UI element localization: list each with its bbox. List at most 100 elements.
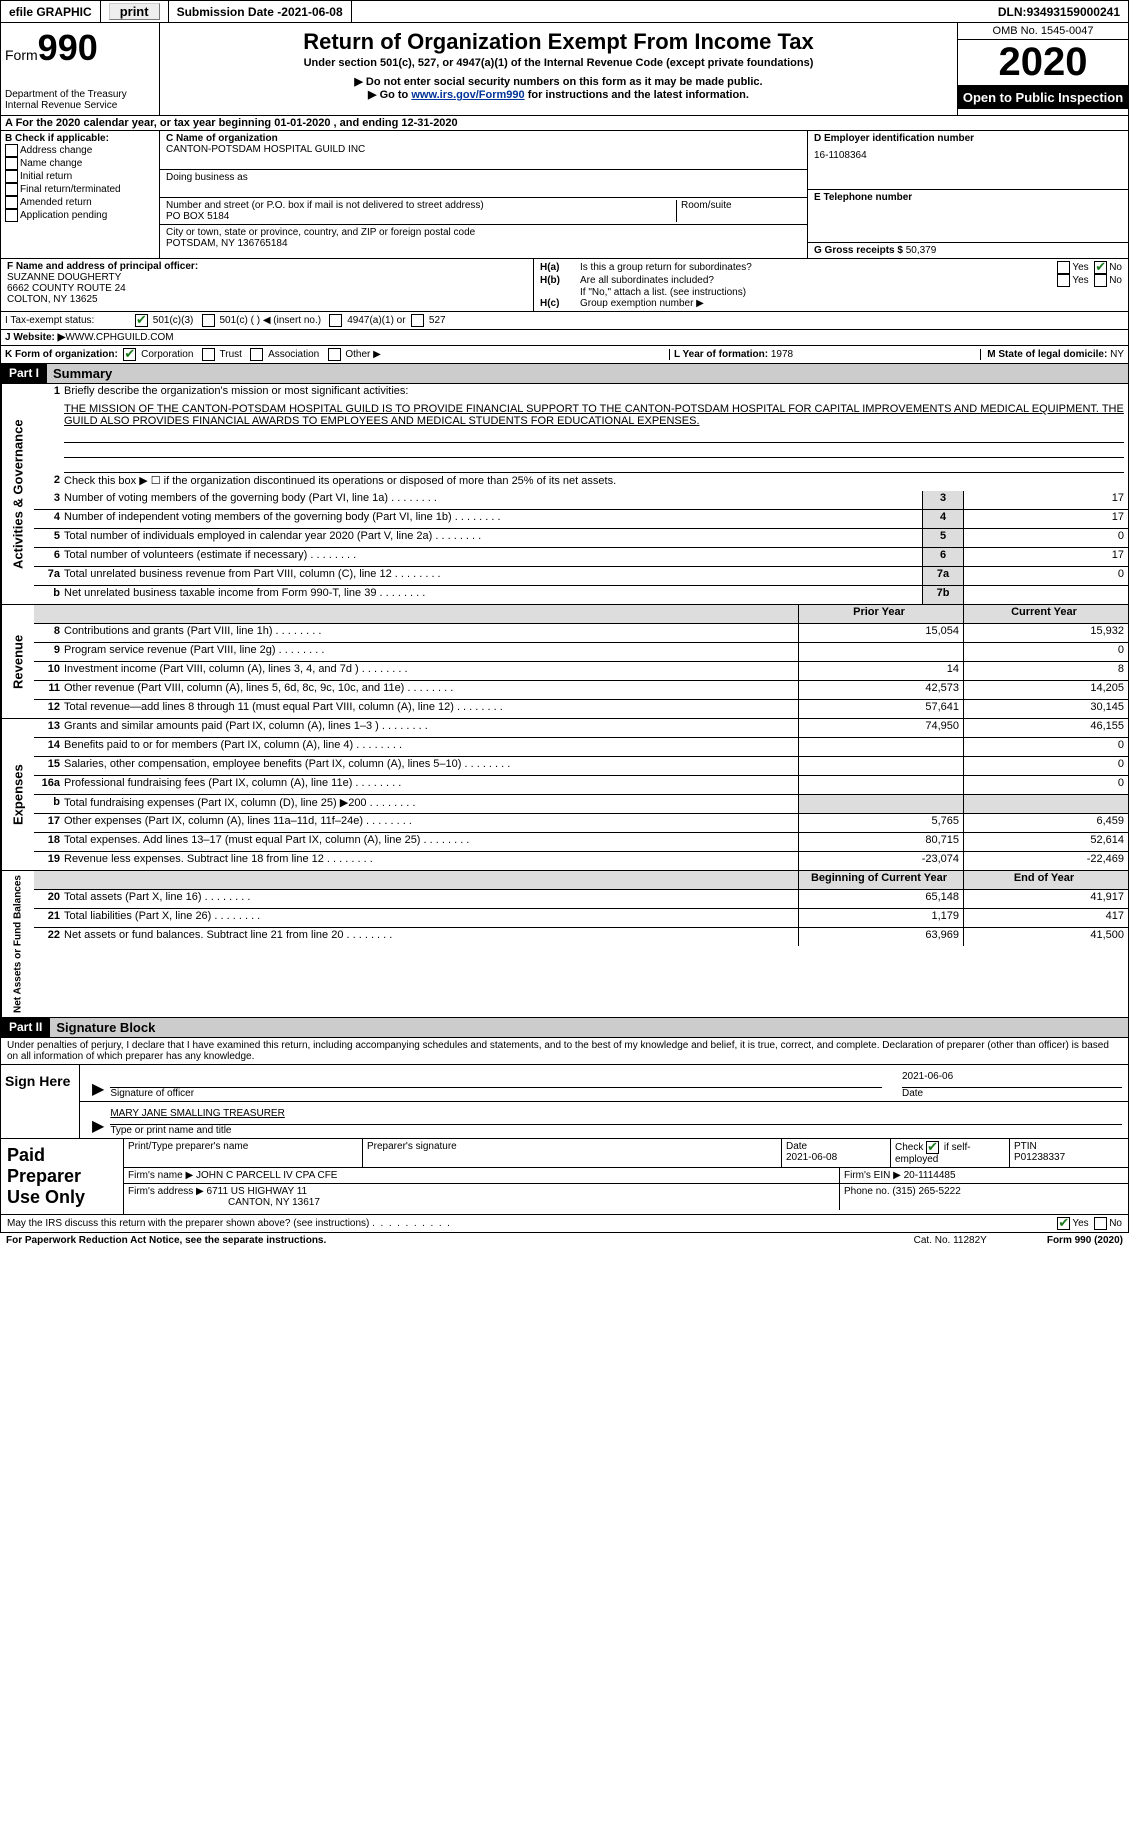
box-f: F Name and address of principal officer:… <box>1 259 534 311</box>
k-label: K Form of organization: <box>5 349 118 360</box>
prep-h5: PTIN <box>1014 1141 1037 1152</box>
prep-date: 2021-06-08 <box>786 1152 837 1163</box>
preparer-block: Paid Preparer Use Only Print/Type prepar… <box>0 1139 1129 1215</box>
chk-4947[interactable] <box>329 314 342 327</box>
box-i: I Tax-exempt status: 501(c)(3) 501(c) ( … <box>0 312 1129 330</box>
dba-label: Doing business as <box>166 172 801 183</box>
form-title: Return of Organization Exempt From Incom… <box>168 29 949 55</box>
firm-name-lab: Firm's name ▶ <box>128 1170 196 1181</box>
chk-527[interactable] <box>411 314 424 327</box>
box-de: D Employer identification number 16-1108… <box>807 131 1128 258</box>
firm-addr1: 6711 US HIGHWAY 11 <box>207 1186 308 1197</box>
print-cell: print <box>101 1 169 22</box>
period-mid: , and ending <box>334 117 402 129</box>
discuss-text: May the IRS discuss this return with the… <box>7 1218 369 1229</box>
chk-self-employed[interactable] <box>926 1141 939 1154</box>
hb-yes[interactable] <box>1057 274 1070 287</box>
org-name: CANTON-POTSDAM HOSPITAL GUILD INC <box>166 144 801 155</box>
form-note1: ▶ Do not enter social security numbers o… <box>168 75 949 88</box>
discuss-yes[interactable] <box>1057 1217 1070 1230</box>
header-right: OMB No. 1545-0047 2020 Open to Public In… <box>957 23 1128 115</box>
governance-section: Activities & Governance 1Briefly describ… <box>0 384 1129 605</box>
hb-no[interactable] <box>1094 274 1107 287</box>
chk-other[interactable] <box>328 348 341 361</box>
website-value: WWW.CPHGUILD.COM <box>65 332 173 343</box>
date-label: Date <box>902 1088 1122 1099</box>
hdr-end: End of Year <box>963 871 1128 889</box>
period-end: 12-31-2020 <box>401 117 457 129</box>
name-label: C Name of organization <box>166 133 801 144</box>
footer-row: For Paperwork Reduction Act Notice, see … <box>0 1233 1129 1248</box>
chk-name-change[interactable] <box>5 157 18 170</box>
chk-initial-return[interactable] <box>5 170 18 183</box>
yes-label: Yes <box>1072 262 1088 273</box>
chk-assoc[interactable] <box>250 348 263 361</box>
ha-no[interactable] <box>1094 261 1107 274</box>
opt-initial-return: Initial return <box>20 171 72 182</box>
mission-blank-lines <box>64 427 1128 473</box>
chk-501c3[interactable] <box>135 314 148 327</box>
ha-yes[interactable] <box>1057 261 1070 274</box>
sidebar-net-assets: Net Assets or Fund Balances <box>1 871 34 1017</box>
chk-amended[interactable] <box>5 196 18 209</box>
paperwork-notice: For Paperwork Reduction Act Notice, see … <box>6 1235 326 1246</box>
city-label: City or town, state or province, country… <box>166 227 801 238</box>
form-number: Form990 <box>5 27 155 69</box>
arrow-icon: ▶ <box>86 1079 110 1099</box>
hb-note: If "No," attach a list. (see instruction… <box>540 287 1122 298</box>
signature-block: Sign Here ▶ Signature of officer 2021-06… <box>0 1065 1129 1139</box>
year-formation: 1978 <box>771 349 793 360</box>
firm-ein-lab: Firm's EIN ▶ <box>844 1170 904 1181</box>
info-block: B Check if applicable: Address change Na… <box>0 131 1129 259</box>
chk-app-pending[interactable] <box>5 209 18 222</box>
prep-h1: Print/Type preparer's name <box>124 1139 363 1167</box>
note2-pre: ▶ Go to <box>368 89 411 101</box>
opt-other: Other ▶ <box>345 349 380 360</box>
sidebar-expenses: Expenses <box>1 719 34 870</box>
period-begin: 01-01-2020 <box>274 117 330 129</box>
print-button[interactable]: print <box>109 3 160 20</box>
form990-link[interactable]: www.irs.gov/Form990 <box>411 89 524 101</box>
chk-trust[interactable] <box>202 348 215 361</box>
part1-badge: Part I <box>1 364 47 383</box>
chk-final-return[interactable] <box>5 183 18 196</box>
opt-527: 527 <box>429 315 446 326</box>
part2-badge: Part II <box>1 1018 50 1037</box>
open-inspection: Open to Public Inspection <box>958 86 1128 109</box>
dln-cell: DLN: 93493159000241 <box>990 1 1128 22</box>
gross-value: 50,379 <box>906 245 937 256</box>
opt-final-return: Final return/terminated <box>20 184 121 195</box>
chk-501c[interactable] <box>202 314 215 327</box>
phone-cell: E Telephone number <box>808 190 1128 243</box>
dept-treasury: Department of the Treasury <box>5 89 155 100</box>
note2-post: for instructions and the latest informat… <box>525 89 749 101</box>
arrow-icon2: ▶ <box>86 1116 110 1136</box>
no-label3: No <box>1109 1218 1122 1229</box>
discuss-no[interactable] <box>1094 1217 1107 1230</box>
submission-date: 2021-06-08 <box>281 5 342 19</box>
box-h: H(a)Is this a group return for subordina… <box>534 259 1128 311</box>
city-row: City or town, state or province, country… <box>160 225 807 251</box>
type-name-label: Type or print name and title <box>110 1125 1122 1136</box>
firm-ein: 20-1114485 <box>904 1170 956 1181</box>
room-label: Room/suite <box>677 200 801 222</box>
sig-officer-label: Signature of officer <box>110 1088 882 1099</box>
part1-title: Summary <box>47 364 1128 383</box>
opt-amended: Amended return <box>20 197 92 208</box>
gross-receipts-cell: G Gross receipts $ 50,379 <box>808 243 1128 258</box>
org-city: POTSDAM, NY 136765184 <box>166 238 801 249</box>
header-middle: Return of Organization Exempt From Incom… <box>160 23 957 115</box>
org-name-row: C Name of organization CANTON-POTSDAM HO… <box>160 131 807 170</box>
chk-address-change[interactable] <box>5 144 18 157</box>
omb-number: OMB No. 1545-0047 <box>958 23 1128 40</box>
j-label: J Website: ▶ <box>5 332 65 343</box>
firm-addr-lab: Firm's address ▶ <box>128 1186 207 1197</box>
opt-501c: 501(c) ( ) ◀ (insert no.) <box>219 315 321 326</box>
box-klm: K Form of organization: Corporation Trus… <box>0 346 1129 364</box>
sig-date: 2021-06-06 <box>902 1071 1122 1088</box>
opt-4947: 4947(a)(1) or <box>347 315 405 326</box>
i-label: I Tax-exempt status: <box>5 315 135 326</box>
hdr-current-year: Current Year <box>963 605 1128 623</box>
no-label: No <box>1109 262 1122 273</box>
chk-corp[interactable] <box>123 348 136 361</box>
